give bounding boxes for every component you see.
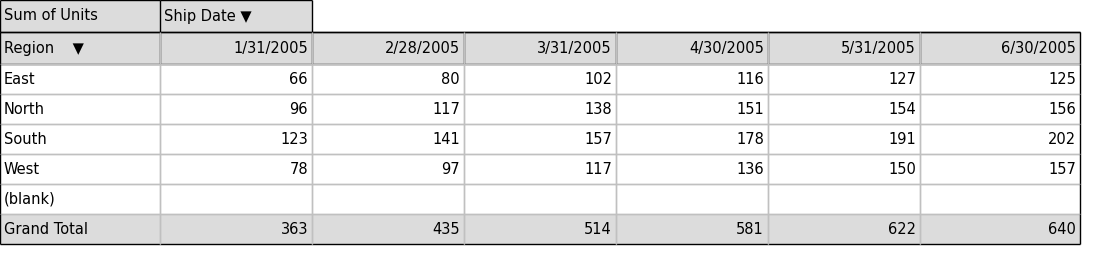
Bar (768, 94, 920, 124)
Text: South: South (4, 132, 47, 147)
Text: 157: 157 (1048, 161, 1076, 176)
Bar (160, 94, 312, 124)
Bar (768, 154, 920, 184)
Text: Region    ▼: Region ▼ (4, 41, 84, 56)
Bar (768, 64, 920, 94)
Text: North: North (4, 101, 45, 116)
Text: West: West (4, 161, 40, 176)
Text: East: East (4, 72, 36, 87)
Text: 102: 102 (584, 72, 612, 87)
Bar (312, 154, 464, 184)
Bar (312, 124, 464, 154)
Bar (160, 124, 312, 154)
Bar (920, 154, 1080, 184)
Bar (464, 94, 616, 124)
Text: 363: 363 (280, 221, 308, 236)
Bar (464, 64, 616, 94)
Bar (312, 184, 464, 214)
Bar (920, 32, 1080, 64)
Text: 2/28/2005: 2/28/2005 (385, 41, 460, 56)
Bar (920, 184, 1080, 214)
Bar (920, 214, 1080, 244)
Bar (0, 0, 160, 32)
Text: 117: 117 (584, 161, 612, 176)
Text: 116: 116 (737, 72, 764, 87)
Bar (160, 154, 312, 184)
Text: 3/31/2005: 3/31/2005 (538, 41, 612, 56)
Text: 127: 127 (888, 72, 916, 87)
Text: 154: 154 (888, 101, 916, 116)
Text: 157: 157 (584, 132, 612, 147)
Bar (464, 32, 616, 64)
Bar (0, 124, 160, 154)
Bar (768, 124, 920, 154)
Text: 138: 138 (585, 101, 612, 116)
Bar (160, 214, 312, 244)
Text: 202: 202 (1048, 132, 1076, 147)
Bar (0, 94, 160, 124)
Bar (616, 124, 768, 154)
Bar (0, 214, 160, 244)
Bar (312, 94, 464, 124)
Bar (312, 64, 464, 94)
Bar (160, 32, 312, 64)
Text: 191: 191 (888, 132, 916, 147)
Text: 178: 178 (737, 132, 764, 147)
Text: Sum of Units: Sum of Units (4, 8, 98, 24)
Bar (160, 0, 312, 32)
Bar (312, 214, 464, 244)
Text: 6/30/2005: 6/30/2005 (1001, 41, 1076, 56)
Bar (0, 32, 160, 64)
Text: 97: 97 (441, 161, 460, 176)
Text: 117: 117 (432, 101, 460, 116)
Text: 80: 80 (441, 72, 460, 87)
Text: 640: 640 (1048, 221, 1076, 236)
Text: Grand Total: Grand Total (4, 221, 88, 236)
Text: 151: 151 (737, 101, 764, 116)
Text: 66: 66 (289, 72, 308, 87)
Text: 141: 141 (432, 132, 460, 147)
Text: 123: 123 (280, 132, 308, 147)
Bar (464, 184, 616, 214)
Text: 136: 136 (737, 161, 764, 176)
Bar (768, 32, 920, 64)
Bar (616, 184, 768, 214)
Bar (312, 0, 1080, 32)
Bar (920, 64, 1080, 94)
Text: 435: 435 (432, 221, 460, 236)
Text: 156: 156 (1048, 101, 1076, 116)
Bar (616, 94, 768, 124)
Bar (464, 154, 616, 184)
Bar (464, 214, 616, 244)
Text: 514: 514 (585, 221, 612, 236)
Bar (312, 32, 464, 64)
Text: Ship Date ▼: Ship Date ▼ (164, 8, 251, 24)
Text: 1/31/2005: 1/31/2005 (233, 41, 308, 56)
Bar (920, 124, 1080, 154)
Bar (768, 184, 920, 214)
Bar (920, 94, 1080, 124)
Bar (768, 214, 920, 244)
Text: 581: 581 (737, 221, 764, 236)
Text: 5/31/2005: 5/31/2005 (841, 41, 916, 56)
Bar (616, 64, 768, 94)
Bar (464, 124, 616, 154)
Bar (0, 64, 160, 94)
Bar (160, 64, 312, 94)
Bar (0, 184, 160, 214)
Bar (616, 154, 768, 184)
Bar (0, 154, 160, 184)
Text: 125: 125 (1048, 72, 1076, 87)
Bar (616, 32, 768, 64)
Text: (blank): (blank) (4, 192, 56, 207)
Bar (616, 214, 768, 244)
Text: 78: 78 (289, 161, 308, 176)
Text: 96: 96 (289, 101, 308, 116)
Bar (160, 184, 312, 214)
Text: 622: 622 (888, 221, 916, 236)
Text: 150: 150 (888, 161, 916, 176)
Text: 4/30/2005: 4/30/2005 (689, 41, 764, 56)
